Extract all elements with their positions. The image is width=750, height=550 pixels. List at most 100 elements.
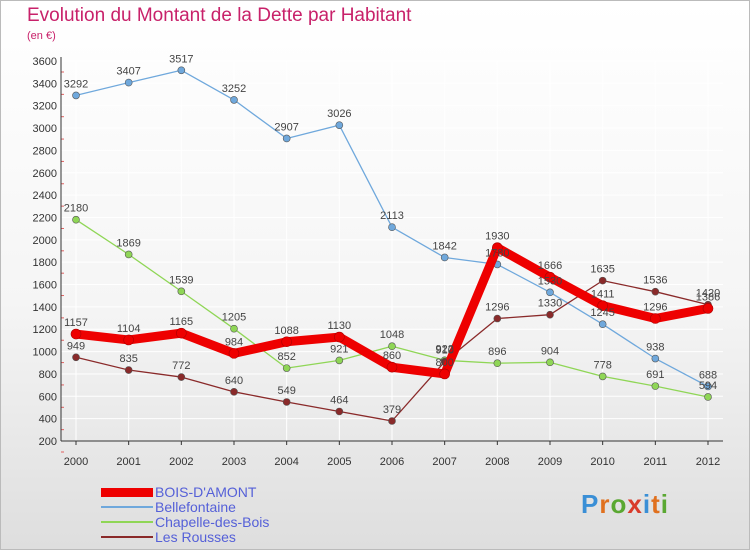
data-point: [651, 382, 660, 390]
data-point: [230, 324, 238, 333]
data-label: 1536: [643, 275, 667, 287]
data-point: [230, 96, 238, 104]
data-point: [546, 358, 554, 367]
x-tick-label: 2001: [116, 456, 140, 468]
data-point: [492, 242, 503, 253]
legend-swatch: [101, 488, 153, 497]
data-point: [124, 78, 133, 87]
data-point: [70, 328, 82, 340]
data-label: 1635: [590, 264, 614, 276]
data-point: [335, 121, 344, 129]
data-label: 2907: [274, 121, 298, 133]
x-tick-label: 2011: [644, 456, 668, 468]
data-point: [598, 372, 607, 381]
data-label: 800: [435, 357, 453, 369]
data-point: [546, 288, 554, 297]
legend-item: BOIS-D'AMONT: [101, 484, 301, 500]
data-label: 772: [172, 360, 190, 372]
data-point: [650, 313, 661, 324]
legend-label: Les Rousses: [155, 529, 236, 545]
axes: 200 400 600 800 1000 1200 1400 1600 1800 2000 2200…: [33, 56, 723, 468]
legend-label: Bellefontaine: [155, 499, 236, 515]
chart-unit: (en €): [27, 30, 56, 42]
legend-item: Chapelle-des-Bois: [101, 514, 301, 530]
x-tick-label: 2012: [696, 456, 720, 468]
y-tick-label: 1400: [33, 302, 57, 314]
data-point: [440, 253, 449, 262]
y-tick-label: 1000: [33, 347, 57, 359]
x-tick-label: 2006: [380, 456, 404, 468]
data-label: 938: [646, 342, 664, 354]
legend-swatch: [101, 506, 153, 508]
data-label: 1666: [538, 260, 562, 272]
data-point: [651, 287, 660, 296]
legend-label: BOIS-D'AMONT: [155, 484, 257, 500]
data-point: [335, 356, 344, 365]
data-point: [72, 215, 80, 224]
data-point: [282, 398, 291, 406]
data-label: 1165: [170, 316, 194, 328]
data-label: 1539: [169, 274, 193, 286]
legend-item: Bellefontaine: [101, 499, 301, 515]
data-label: 852: [277, 351, 295, 363]
y-tick-label: 2600: [33, 168, 57, 180]
x-tick-label: 2009: [538, 456, 562, 468]
legend-label: Chapelle-des-Bois: [155, 514, 270, 530]
legend-swatch: [101, 521, 153, 523]
data-point: [439, 368, 450, 380]
data-point: [702, 303, 714, 314]
data-point: [334, 331, 345, 343]
x-tick-label: 2007: [432, 456, 456, 468]
data-label: 904: [541, 345, 559, 357]
data-point: [124, 366, 133, 374]
data-label: 1930: [485, 231, 509, 243]
legend-item: Les Rousses: [101, 529, 301, 545]
data-point: [176, 327, 187, 339]
data-label: 1296: [643, 302, 667, 314]
data-point: [124, 250, 133, 259]
data-label: 464: [330, 394, 348, 406]
data-point: [282, 364, 291, 372]
data-label: 1205: [222, 312, 246, 324]
data-label: 1296: [485, 302, 509, 314]
data-label: 1411: [591, 289, 615, 301]
x-tick-label: 2004: [274, 456, 298, 468]
y-tick-label: 3000: [33, 123, 57, 135]
data-label: 1842: [432, 240, 456, 252]
data-point: [546, 310, 554, 319]
y-tick-label: 2800: [33, 145, 57, 157]
y-tick-label: 2200: [33, 212, 57, 224]
y-tick-label: 400: [39, 414, 57, 426]
y-tick-label: 3600: [33, 56, 57, 68]
data-label: 835: [119, 353, 137, 365]
data-label: 640: [225, 375, 243, 387]
data-label: 1869: [116, 237, 140, 249]
data-label: 594: [699, 380, 717, 392]
y-tick-label: 600: [39, 391, 57, 403]
data-label: 860: [383, 350, 401, 362]
data-point: [228, 348, 240, 359]
y-tick-label: 1600: [33, 280, 57, 292]
x-tick-label: 2003: [222, 456, 246, 468]
data-label: 3407: [116, 66, 140, 78]
data-label: 1130: [328, 320, 352, 332]
data-point: [230, 388, 238, 396]
data-point: [388, 342, 396, 351]
data-point: [335, 407, 344, 416]
data-point: [386, 361, 398, 373]
data-label: 3292: [64, 78, 88, 90]
legend: BOIS-D'AMONT Bellefontaine Chapelle-des-…: [101, 484, 301, 545]
x-tick-label: 2008: [485, 456, 509, 468]
data-label: 691: [646, 369, 664, 381]
x-tick-label: 2002: [169, 456, 193, 468]
x-tick-label: 2005: [327, 456, 351, 468]
y-tick-label: 2000: [33, 235, 57, 247]
data-label: 3252: [222, 83, 246, 95]
data-label: 896: [488, 346, 506, 358]
chart-title: Evolution du Montant de la Dette par Hab…: [27, 5, 412, 26]
data-label: 2113: [380, 210, 404, 222]
data-point: [493, 314, 502, 323]
data-point: [72, 91, 80, 100]
